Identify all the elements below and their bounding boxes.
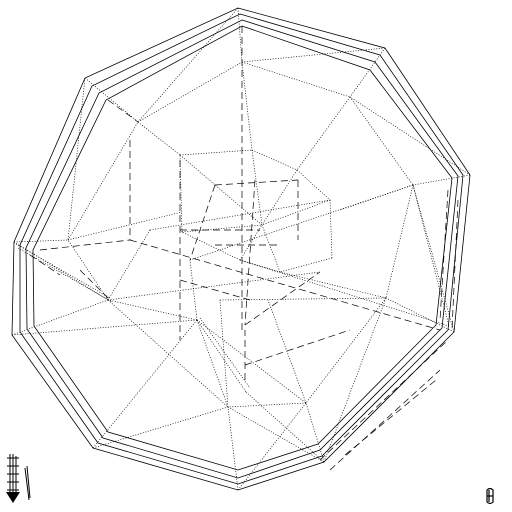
visible-edge [305, 402, 325, 463]
visible-edge [241, 61, 253, 151]
hidden-edge [244, 179, 256, 326]
hidden-edge [344, 379, 437, 456]
visible-edge [305, 297, 387, 404]
visible-edge [15, 243, 111, 299]
visible-edge [11, 319, 198, 336]
visible-edge [245, 391, 325, 463]
visible-edge [349, 47, 386, 98]
visible-edge [137, 61, 243, 123]
visible-edge [67, 239, 109, 301]
hidden-edge [39, 239, 131, 251]
visible-edge [261, 169, 298, 226]
view-axis-triad-icon[interactable] [3, 452, 33, 504]
visible-edge [237, 7, 243, 63]
hidden-edge [244, 271, 321, 326]
visible-edge [251, 149, 263, 226]
visible-edge [84, 77, 139, 123]
visible-edge [279, 271, 387, 299]
visible-edge [181, 231, 241, 261]
visible-edge [189, 184, 414, 261]
visible-edge [67, 211, 183, 241]
outer-rim-outlines [11, 7, 471, 491]
visible-edge [67, 121, 139, 241]
rim-outline [32, 25, 453, 471]
visible-edge [385, 297, 455, 333]
hidden-edge [214, 179, 299, 186]
visible-edge [239, 224, 263, 261]
visible-edge [227, 406, 239, 491]
visible-edge [323, 297, 387, 463]
visible-edge [296, 96, 351, 171]
visible-edge [67, 77, 86, 241]
visible-edge [92, 406, 229, 449]
visible-edge [92, 319, 198, 449]
hidden-edge [451, 199, 459, 331]
visible-edge [227, 406, 325, 463]
visible-edge [349, 96, 471, 176]
visible-edge [196, 319, 307, 404]
visible-edge [196, 319, 247, 393]
visible-edge [107, 299, 198, 321]
visible-edge [227, 402, 307, 408]
visible-edge [267, 299, 307, 404]
visible-edge [385, 184, 414, 299]
hidden-edge [79, 269, 111, 301]
visible-edge [296, 169, 331, 201]
visible-edge [412, 184, 455, 333]
rim-outline [25, 19, 459, 479]
hidden-edge [329, 369, 441, 471]
visible-edge [199, 317, 251, 389]
visible-edge [107, 229, 151, 301]
visible-edges [11, 7, 471, 491]
visible-edge [196, 319, 229, 408]
visible-edge [241, 47, 386, 63]
visible-edge [13, 239, 69, 243]
hidden-edge [179, 279, 251, 301]
rim-outline [19, 13, 464, 485]
hidden-edge [189, 184, 216, 261]
visible-edge [107, 271, 321, 301]
visible-edge [261, 199, 331, 226]
hidden-edge [244, 329, 351, 366]
hidden-edge [129, 239, 441, 331]
visible-edge [237, 402, 307, 491]
visible-edge [219, 297, 387, 301]
visible-edge [239, 259, 450, 327]
visible-edge [189, 259, 198, 321]
visible-edge [179, 154, 263, 226]
visible-edge [179, 149, 253, 156]
visible-edge [349, 96, 414, 186]
hidden-edge [29, 254, 61, 276]
visible-edge [329, 199, 333, 259]
hidden-edge [107, 99, 139, 123]
visible-edge [137, 7, 239, 123]
visible-edge [219, 299, 229, 408]
visible-edge [279, 257, 333, 273]
hidden-edges [29, 26, 459, 471]
visible-edge [181, 224, 263, 233]
visible-edge [251, 149, 298, 171]
hidden-edge [319, 339, 449, 461]
visible-edge [107, 299, 229, 408]
visible-edge [149, 199, 331, 231]
visible-edge [137, 121, 181, 156]
visible-edge [241, 61, 351, 98]
visible-edge [412, 174, 471, 186]
visible-edge [412, 184, 450, 327]
visible-edge [261, 224, 281, 273]
corner-marker-icon [486, 487, 494, 505]
